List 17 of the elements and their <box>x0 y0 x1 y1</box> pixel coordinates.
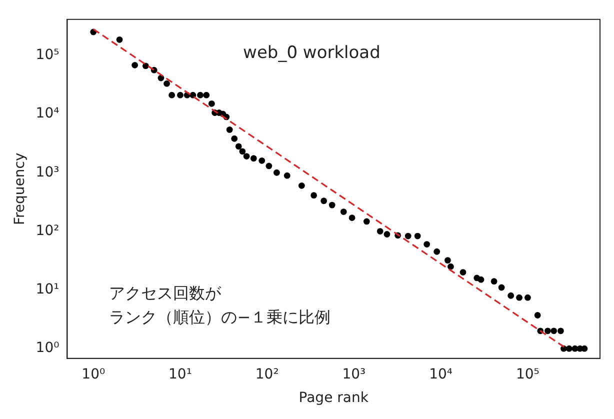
x-tick-label: 10⁰ <box>82 366 106 382</box>
y-tick-label: 10³ <box>36 164 60 180</box>
annotation: アクセス回数が <box>109 284 222 303</box>
x-tick-label: 10² <box>255 366 279 382</box>
x-tick-label: 10⁵ <box>516 366 540 382</box>
y-tick-label: 10⁴ <box>36 106 60 122</box>
x-axis-title: Page rank <box>298 390 370 406</box>
y-tick-label: 10⁰ <box>36 340 60 356</box>
x-tick-label: 10⁴ <box>429 366 453 382</box>
x-tick-label: 10³ <box>342 366 366 382</box>
y-tick-label: 10⁵ <box>36 46 60 63</box>
y-tick-label: 10² <box>36 222 60 239</box>
annotation: web_0 workload <box>243 42 380 63</box>
annotation: ランク（順位）の−１乗に比例 <box>109 308 331 327</box>
y-axis-title: Frequency <box>12 152 28 226</box>
y-tick-label: 10¹ <box>36 282 60 298</box>
x-tick-label: 10¹ <box>168 366 192 382</box>
